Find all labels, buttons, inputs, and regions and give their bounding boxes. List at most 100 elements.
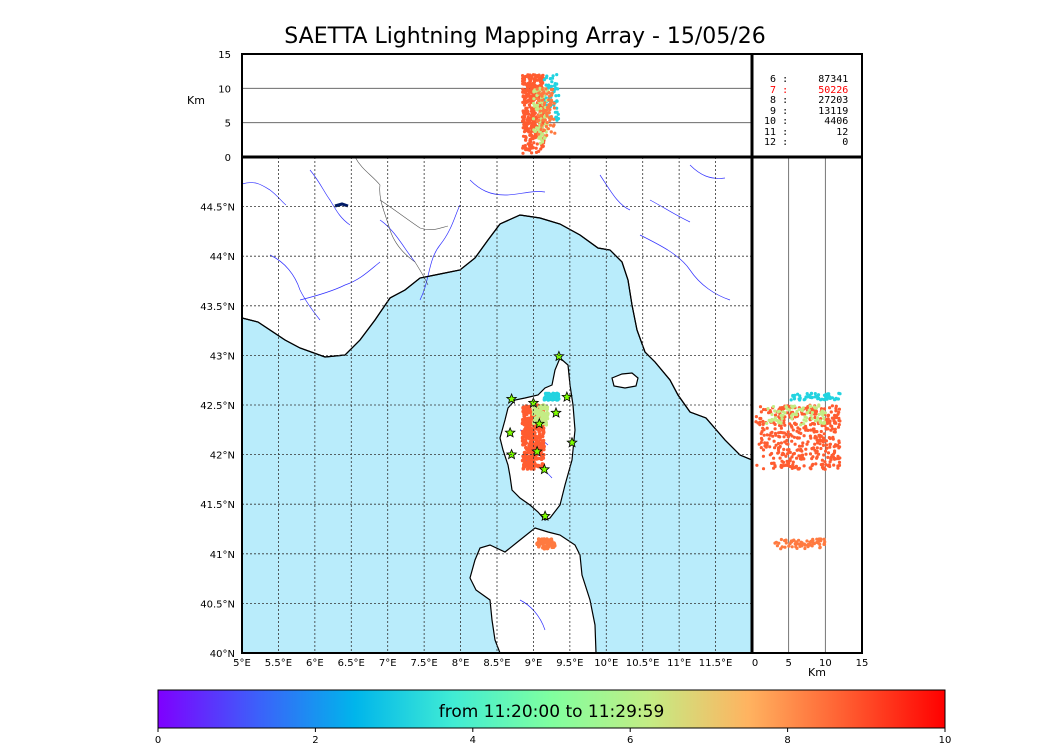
lightning-source [765, 433, 769, 437]
lightning-source [546, 127, 551, 131]
lightning-source [837, 407, 842, 411]
lightning-source [805, 395, 810, 399]
lightning-source [815, 537, 819, 541]
lightning-source [814, 462, 818, 466]
station-star [561, 391, 573, 402]
lightning-source [544, 538, 549, 543]
lightning-source [524, 83, 529, 87]
lat-tick-label: 43°N [210, 351, 235, 362]
lightning-source [534, 146, 538, 150]
lightning-source [773, 446, 777, 450]
lightning-source [818, 435, 822, 439]
lightning-source [795, 448, 799, 452]
lightning-source [824, 463, 828, 467]
lightning-source [526, 456, 530, 461]
lightning-source [782, 435, 786, 439]
lightning-source [522, 126, 526, 130]
lightning-source [531, 73, 536, 77]
station-star [539, 510, 551, 521]
lightning-source [781, 410, 785, 414]
lightning-source [761, 448, 766, 452]
lightning-source [808, 452, 813, 456]
lon-tick-label: 5°E [233, 658, 251, 669]
lightning-source [554, 94, 558, 98]
lightning-source [529, 97, 533, 101]
lightning-source [818, 542, 822, 547]
lightning-source [553, 131, 557, 135]
lightning-source [767, 418, 771, 422]
lightning-source [538, 109, 542, 113]
lon-tick-label: 9°E [525, 658, 543, 669]
lightning-source [786, 430, 790, 434]
lightning-source [540, 123, 544, 127]
lightning-source [789, 540, 793, 544]
lightning-source [818, 419, 823, 423]
lon-tick-label: 7.5°E [411, 658, 438, 669]
lightning-source [522, 118, 526, 122]
lightning-source [793, 442, 797, 446]
lightning-source [804, 419, 808, 423]
lightning-source [790, 417, 794, 421]
lightning-source [796, 436, 800, 440]
colorbar-tick-label: 0 [155, 735, 161, 746]
lightning-source [818, 442, 822, 446]
lightning-source [831, 452, 836, 456]
lightning-source [761, 467, 766, 471]
lightning-source [828, 445, 832, 449]
alt-lat-tick-labels: 0 5 10 15 [752, 658, 869, 669]
lightning-source [783, 423, 787, 427]
lightning-source [795, 456, 799, 460]
lightning-source [542, 128, 547, 132]
lat-tick-label: 42°N [210, 451, 235, 462]
lightning-source [837, 439, 841, 443]
lightning-source [540, 94, 544, 98]
lightning-source [531, 135, 535, 139]
lightning-source [802, 457, 806, 461]
lightning-source [527, 119, 531, 123]
lightning-source [802, 542, 807, 546]
lightning-source [540, 413, 544, 418]
lightning-source [526, 117, 530, 121]
lightning-source [817, 404, 821, 408]
lightning-source [759, 436, 764, 440]
lightning-source [521, 109, 525, 113]
lightning-source [805, 442, 809, 446]
alt-lat-background [752, 157, 862, 653]
lightning-source [770, 412, 774, 417]
lightning-source [771, 434, 775, 438]
lightning-source [527, 442, 532, 447]
lightning-source [794, 422, 798, 426]
lightning-source [774, 540, 779, 544]
lightning-source [793, 393, 797, 397]
lightning-source [818, 545, 822, 549]
lightning-source [521, 100, 525, 104]
lightning-source [834, 406, 838, 410]
lightning-source [829, 428, 833, 432]
lightning-source [551, 391, 555, 396]
lightning-source [825, 427, 830, 431]
alt-tick-label: 5 [225, 119, 231, 130]
lightning-source [550, 398, 555, 402]
station-star [505, 392, 518, 404]
lightning-source [792, 435, 797, 439]
lightning-source [823, 540, 827, 544]
lightning-source [786, 442, 790, 446]
lightning-source [539, 113, 543, 117]
lightning-source [522, 103, 527, 107]
lightning-source [550, 80, 554, 84]
lightning-source [529, 466, 533, 471]
lightning-source [544, 83, 548, 87]
lightning-source [832, 419, 836, 423]
lightning-source [536, 78, 540, 82]
lightning-source [817, 438, 822, 443]
lightning-source [806, 440, 810, 444]
lightning-source [541, 418, 546, 422]
lake [334, 202, 349, 208]
lightning-source [827, 392, 831, 396]
minute-count-row: 8 : 27203 [758, 95, 849, 106]
lightning-source [522, 406, 526, 411]
station-star [550, 406, 562, 418]
lightning-source [551, 74, 555, 78]
alt-tick-label: 0 [225, 153, 231, 164]
lightning-source [822, 432, 826, 436]
